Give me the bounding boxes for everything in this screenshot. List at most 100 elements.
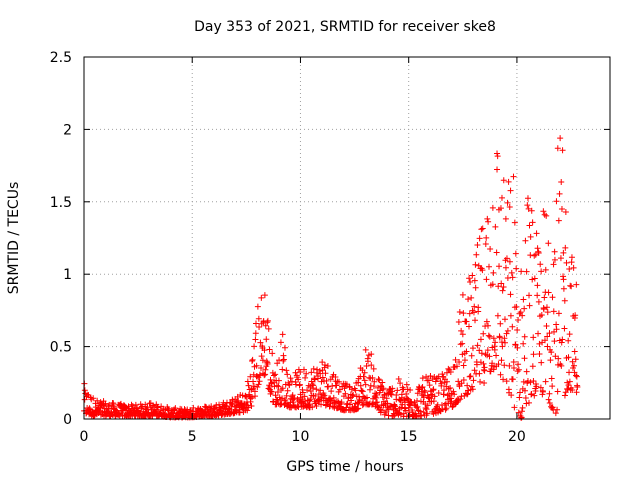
data-point [460,362,467,369]
data-point [378,407,385,414]
data-point [534,282,541,289]
data-point [498,357,505,364]
data-point [504,199,511,206]
data-point [479,267,486,274]
data-point [461,357,468,364]
data-point [489,360,496,367]
data-point [426,382,433,389]
data-point [270,372,277,379]
data-point [264,360,271,367]
data-point [250,383,257,390]
data-point [526,302,533,309]
data-point [476,235,483,242]
data-point [216,401,223,408]
data-point [479,225,486,232]
data-point [515,361,522,368]
data-point [418,412,425,419]
data-point [524,202,531,209]
chart-title: Day 353 of 2021, SRMTID for receiver ske… [194,19,496,35]
data-point [538,311,545,318]
data-point [572,356,579,363]
data-point [313,386,320,393]
data-point [403,391,410,398]
data-point [447,385,454,392]
data-point [252,330,259,337]
data-point [508,269,515,276]
data-point [571,348,578,355]
data-point [508,392,515,399]
data-point [521,305,528,312]
data-point [110,400,117,407]
data-point [543,322,550,329]
data-point [551,328,558,335]
data-point [495,283,502,290]
data-point [252,320,259,327]
data-point [244,407,251,414]
data-point [504,275,511,282]
y-axis-label: SRMTID / TECUs [6,182,22,295]
data-point [335,378,342,385]
data-point [526,399,533,406]
data-point [494,150,501,157]
data-point [274,389,281,396]
data-point [509,323,516,330]
data-point [472,261,479,268]
data-point [456,359,463,366]
data-point [190,404,197,411]
data-point [346,401,353,408]
data-point [547,357,554,364]
data-point [445,365,452,372]
data-point [483,318,490,325]
data-point [299,389,306,396]
data-point [573,372,580,379]
data-point [150,402,157,409]
data-point [355,405,362,412]
data-point [469,345,476,352]
data-point [528,207,535,214]
data-point [292,369,299,376]
data-point [502,264,509,271]
y-tick-label: 2 [63,122,72,138]
data-point [471,367,478,374]
data-point [291,394,298,401]
data-point [278,400,285,407]
data-point [236,409,243,416]
data-point [523,268,530,275]
gridlines [84,57,610,419]
data-point [485,332,492,339]
data-point [554,406,561,413]
data-point [252,393,259,400]
data-point [531,275,538,282]
data-point [417,408,424,415]
data-point [377,387,384,394]
data-point [516,389,523,396]
data-point [536,340,543,347]
data-point [480,366,487,373]
data-point [400,410,407,417]
data-point [256,324,263,331]
data-point [269,350,276,357]
data-point [374,403,381,410]
data-point [324,362,331,369]
data-point [518,414,525,421]
data-point [284,371,291,378]
data-point [560,276,567,283]
data-point [472,284,479,291]
data-point [564,385,571,392]
data-point [530,351,537,358]
data-point [310,365,317,372]
data-point [521,333,528,340]
data-point [542,378,549,385]
data-point [391,402,398,409]
data-point [264,319,271,326]
data-point [478,350,485,357]
data-point [265,325,272,332]
data-point [480,330,487,337]
y-tick-label: 0.5 [50,340,72,356]
data-point [559,336,566,343]
data-point [249,394,256,401]
data-point [509,376,516,383]
data-point [428,391,435,398]
data-point [471,277,478,284]
data-point [530,377,537,384]
